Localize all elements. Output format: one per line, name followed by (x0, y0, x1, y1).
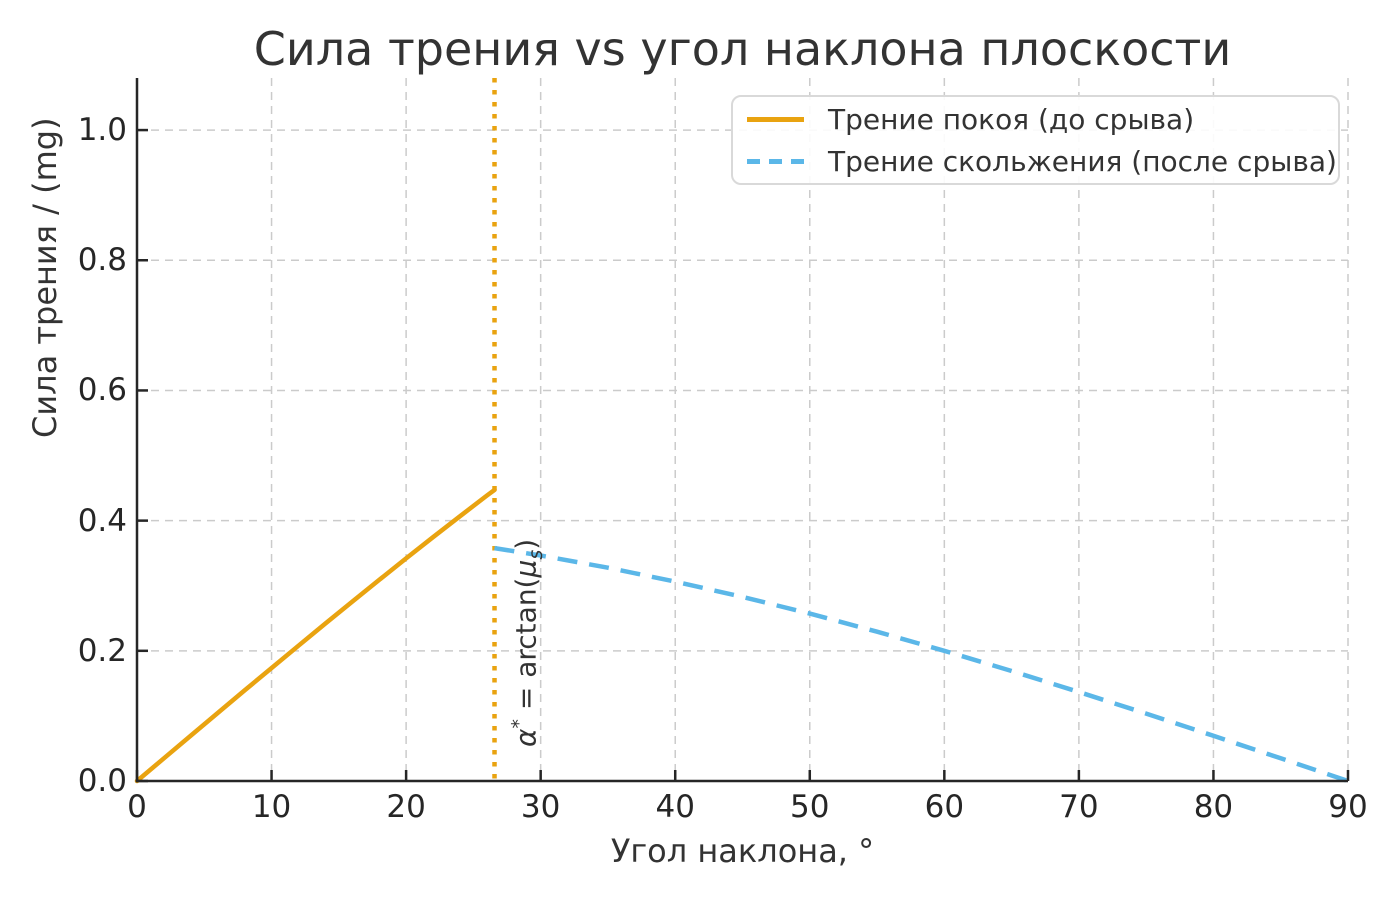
annotation-mu: μ (509, 559, 543, 578)
x-tick-label: 70 (1059, 789, 1099, 825)
static-friction-line (134, 487, 497, 784)
x-tick-label: 50 (790, 789, 830, 825)
vline-annotation: α* = arctan(μs) (501, 539, 554, 747)
x-tick-label: 30 (520, 789, 561, 825)
x-tick-label: 20 (386, 789, 426, 825)
x-tick-label: 10 (251, 789, 292, 825)
annotation-sub-s: s (524, 549, 547, 560)
legend: Трение покоя (до срыва) Трение скольжени… (731, 95, 1340, 185)
legend-line-solid-icon (747, 116, 804, 122)
legend-label-static: Трение покоя (до срыва) (828, 102, 1195, 136)
x-tick-label: 0 (127, 789, 147, 825)
x-tick-label: 60 (924, 789, 965, 825)
y-tick-label: 0.4 (77, 502, 127, 539)
legend-label-kinetic: Трение скольжения (после срыва) (828, 144, 1337, 178)
annotation-alpha: α (509, 728, 543, 747)
x-tick-label: 80 (1193, 789, 1234, 825)
annotation-arctan: = arctan( (509, 577, 543, 720)
y-tick-label: 0.8 (77, 242, 127, 279)
x-tick-label: 90 (1328, 789, 1368, 825)
y-tick-label: 0.0 (77, 763, 127, 799)
y-tick-label: 0.2 (77, 632, 127, 669)
annotation-close-paren: ) (509, 538, 543, 550)
legend-item-static: Трение покоя (до срыва) (747, 100, 1324, 138)
y-tick-label: 1.0 (77, 112, 127, 149)
x-tick-label: 40 (655, 789, 695, 825)
legend-item-kinetic: Трение скольжения (после срыва) (747, 142, 1337, 180)
chart-title: Сила трения vs угол наклона плоскости (253, 22, 1232, 76)
kinetic-friction-line (494, 545, 1349, 784)
y-tick-label: 0.6 (77, 372, 127, 409)
x-axis-label: Угол наклона, ° (610, 832, 875, 870)
legend-line-dashed-icon (747, 158, 804, 164)
annotation-star: * (508, 719, 530, 729)
